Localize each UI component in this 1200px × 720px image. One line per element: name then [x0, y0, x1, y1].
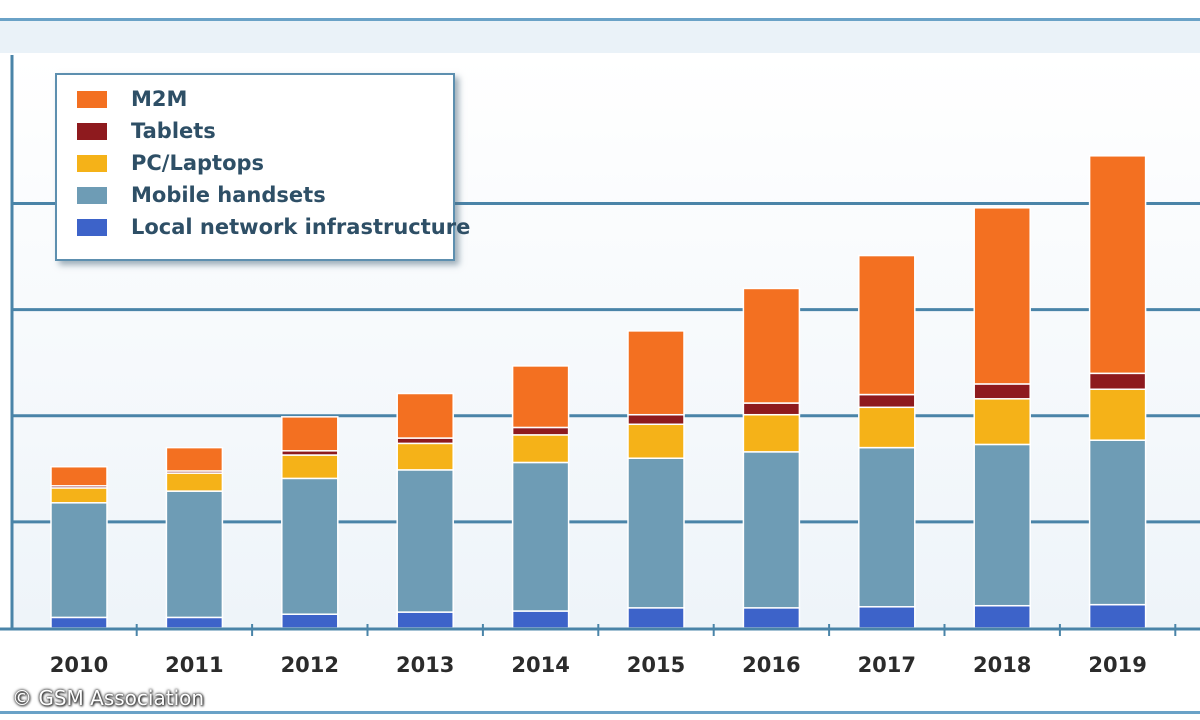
bar-segment-mobile-handsets-2014: [511, 461, 570, 612]
legend-item-tablets: Tablets: [77, 115, 453, 147]
bar-segment-tablets-2019: [1088, 372, 1147, 391]
bar-segment-pc-laptops-2011: [165, 472, 224, 492]
bar-segment-tablets-2018: [973, 383, 1031, 400]
x-tick-label: 2012: [281, 653, 339, 677]
legend-label-tablets: Tablets: [131, 119, 216, 143]
legend-item-pc-laptops: PC/Laptops: [77, 147, 453, 179]
bar-segment-m2m-2015: [627, 330, 685, 416]
bar-segment-m2m-2016: [742, 287, 801, 404]
x-tick-label: 2016: [742, 653, 800, 677]
x-tick-label: 2018: [973, 653, 1031, 677]
bar-segment-local-network-infrastructure-2015: [627, 607, 685, 629]
bar-segment-tablets-2015: [627, 413, 685, 426]
bar-segment-m2m-2019: [1088, 155, 1147, 375]
legend-label-mobile-handsets: Mobile handsets: [131, 183, 326, 207]
chart-legend: M2M Tablets PC/Laptops Mobile handsets L…: [55, 73, 470, 261]
legend-swatch-m2m: [77, 90, 107, 108]
bar-segment-pc-laptops-2018: [973, 398, 1031, 446]
legend-item-m2m: M2M: [77, 83, 453, 115]
bar-segment-m2m-2011: [165, 446, 224, 472]
bar-segment-tablets-2013: [396, 437, 454, 445]
bar-segment-local-network-infrastructure-2011: [165, 616, 224, 629]
bar-segment-pc-laptops-2015: [627, 423, 685, 459]
bar-segment-m2m-2012: [281, 416, 339, 452]
bar-segment-local-network-infrastructure-2017: [858, 606, 916, 629]
bar-segment-mobile-handsets-2019: [1088, 439, 1147, 606]
bar-segment-mobile-handsets-2010: [50, 502, 108, 619]
legend-label-pc-laptops: PC/Laptops: [131, 151, 265, 175]
bar-segment-mobile-handsets-2018: [973, 443, 1031, 607]
bar-segment-local-network-infrastructure-2014: [511, 610, 570, 629]
bar-segment-pc-laptops-2010: [50, 487, 108, 504]
copyright-notice: © GSM Association: [12, 686, 205, 710]
legend-swatch-pc-laptops: [77, 154, 107, 172]
legend-label-local-network: Local network infrastructure: [131, 215, 471, 239]
bar-segment-pc-laptops-2016: [742, 413, 801, 453]
bar-segment-pc-laptops-2014: [511, 434, 570, 464]
bar-segment-mobile-handsets-2016: [742, 451, 801, 609]
bar-segment-m2m-2010: [50, 465, 108, 487]
x-tick-label: 2011: [165, 653, 223, 677]
legend-swatch-local-network: [77, 218, 107, 236]
bar-segment-local-network-infrastructure-2012: [281, 613, 339, 629]
x-tick-label: 2010: [50, 653, 108, 677]
legend-item-local-network: Local network infrastructure: [77, 211, 470, 243]
bottom-border: [0, 711, 1200, 714]
bar-segment-m2m-2017: [858, 254, 916, 396]
bar-segment-pc-laptops-2013: [396, 442, 454, 471]
bar-segment-local-network-infrastructure-2016: [742, 607, 801, 629]
x-tick-label: 2015: [627, 653, 685, 677]
bar-segment-tablets-2014: [511, 426, 570, 436]
legend-swatch-tablets: [77, 122, 107, 140]
bar-segment-pc-laptops-2017: [858, 406, 916, 449]
bar-segment-m2m-2013: [396, 392, 454, 439]
bar-segment-mobile-handsets-2015: [627, 457, 685, 609]
bar-segment-local-network-infrastructure-2010: [50, 616, 108, 629]
bar-segment-tablets-2017: [858, 393, 916, 409]
bar-segment-mobile-handsets-2012: [281, 477, 339, 615]
bar-segment-mobile-handsets-2017: [858, 446, 916, 608]
bar-segment-pc-laptops-2019: [1088, 388, 1147, 441]
bar-segment-mobile-handsets-2011: [165, 490, 224, 619]
bar-segment-local-network-infrastructure-2018: [973, 604, 1031, 629]
bar-segment-local-network-infrastructure-2019: [1088, 603, 1147, 629]
bar-segment-m2m-2014: [511, 365, 570, 429]
bar-segment-tablets-2016: [742, 402, 801, 416]
x-tick-label: 2019: [1088, 653, 1146, 677]
legend-item-mobile-handsets: Mobile handsets: [77, 179, 453, 211]
header-band: [0, 21, 1200, 53]
x-tick-label: 2017: [858, 653, 916, 677]
bar-segment-m2m-2018: [973, 207, 1031, 385]
legend-label-m2m: M2M: [131, 87, 188, 111]
x-tick-label: 2014: [511, 653, 569, 677]
legend-swatch-mobile-handsets: [77, 186, 107, 204]
bar-segment-local-network-infrastructure-2013: [396, 611, 454, 629]
x-tick-label: 2013: [396, 653, 454, 677]
bar-segment-mobile-handsets-2013: [396, 469, 454, 613]
bar-segment-pc-laptops-2012: [281, 454, 339, 480]
top-border: [0, 0, 1200, 21]
